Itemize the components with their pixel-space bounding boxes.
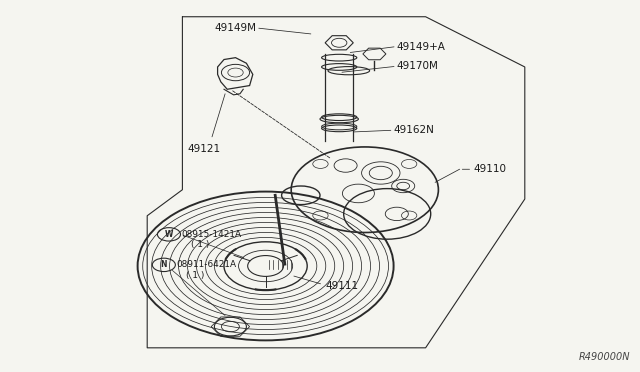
Text: 49149M: 49149M bbox=[214, 23, 256, 33]
Text: 49111: 49111 bbox=[325, 282, 358, 291]
Text: ( 1 ): ( 1 ) bbox=[186, 271, 205, 280]
Text: 49162N: 49162N bbox=[394, 125, 435, 135]
Text: N: N bbox=[161, 260, 167, 269]
Text: 49121: 49121 bbox=[187, 144, 220, 154]
Text: 08911-6421A: 08911-6421A bbox=[177, 260, 237, 269]
Text: 49170M: 49170M bbox=[397, 61, 438, 71]
Text: ( 1 ): ( 1 ) bbox=[191, 240, 210, 249]
Text: W: W bbox=[164, 230, 173, 239]
Text: 08915-1421A: 08915-1421A bbox=[182, 230, 242, 239]
Text: 49110: 49110 bbox=[474, 164, 507, 174]
Text: 49149+A: 49149+A bbox=[397, 42, 445, 51]
Text: R490000N: R490000N bbox=[579, 352, 630, 362]
